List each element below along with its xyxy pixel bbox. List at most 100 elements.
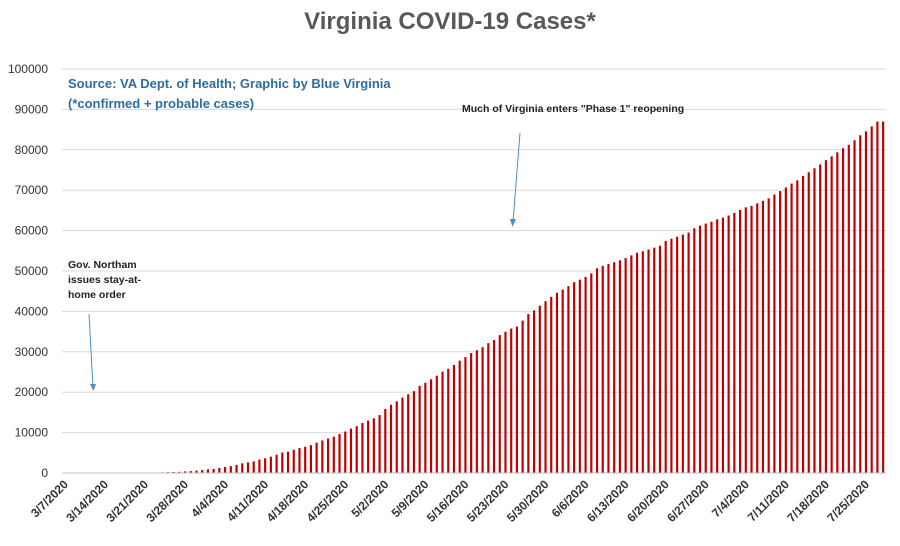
x-tick-label: 4/25/2020 [304,477,352,525]
y-axis-labels: 0 10000 20000 30000 40000 50000 60000 70000 8000… [8,62,48,480]
bar [653,247,656,473]
bar [286,451,290,473]
bar [452,364,456,473]
bar [664,240,667,473]
bar [601,265,604,473]
bar [201,470,204,473]
bar [790,183,793,473]
bar [796,180,799,473]
y-tick-label: 50000 [15,264,49,278]
bar [269,456,272,473]
x-tick-label: 7/11/2020 [745,477,792,524]
bar [189,471,192,473]
bar [584,276,587,473]
bar [355,426,358,473]
source-line-1: Source: VA Dept. of Health; Graphic by B… [68,76,391,91]
bar [533,310,536,473]
y-tick-label: 60000 [15,224,49,238]
x-tick-label: 3/21/2020 [103,477,151,525]
bar [172,471,175,473]
y-tick-label: 100000 [8,62,48,76]
bar [229,466,232,473]
bar [389,404,393,473]
bar [367,420,370,473]
bar [292,449,295,473]
bar [819,164,822,473]
bar [510,328,513,473]
bar [309,445,312,473]
y-tick-label: 10000 [15,426,49,440]
y-tick-label: 30000 [15,345,49,359]
bar [178,471,181,473]
bar [739,209,742,473]
bar [607,263,610,473]
bar [824,160,827,473]
bar [647,249,650,473]
bar [521,320,524,473]
y-tick-label: 40000 [15,304,49,318]
bar [470,353,473,473]
bar [716,219,719,473]
bar [813,168,816,473]
bar [224,467,227,473]
bar [687,232,690,473]
bar [195,470,198,473]
bar [458,360,461,473]
bar [321,440,324,473]
bar [801,175,805,473]
source-note: Source: VA Dept. of Health; Graphic by B… [68,76,391,111]
bar [767,198,770,473]
x-tick-label: 3/14/2020 [63,477,111,525]
bar [595,268,599,473]
bar [704,223,707,473]
chart-title: Virginia COVID-19 Cases* [304,8,596,35]
bar [870,126,873,474]
bar [447,368,450,473]
bar [555,292,559,473]
bar [492,340,496,473]
bar [464,357,467,473]
annotation-stay-at-home-line: Gov. Northam [68,259,137,271]
x-tick-label: 4/18/2020 [264,477,312,525]
x-tick-label: 6/27/2020 [664,477,712,525]
bars [92,121,885,474]
x-tick-label: 5/2/2020 [348,477,391,520]
annotation-arrow-stay-at-home [88,313,94,389]
bar [670,238,673,473]
bar [527,314,530,473]
bar [836,152,839,473]
bar [327,438,330,473]
bar [761,200,765,473]
bar [275,454,278,473]
bar [624,258,627,473]
bar [698,225,702,473]
bar [750,205,753,473]
bar [681,234,684,473]
bar [578,279,581,473]
bar [710,221,713,473]
bar [206,469,209,473]
y-tick-label: 70000 [15,183,49,197]
bar [538,305,541,473]
bar [424,382,427,473]
bar [676,236,679,473]
bar [756,203,759,473]
bar [395,401,398,473]
bar [693,228,696,473]
x-axis-labels: 3/7/20203/14/20203/21/20203/28/20204/4/2… [28,477,872,525]
annotation-arrow-phase1 [512,132,521,223]
bar [515,326,518,473]
bar [418,385,421,473]
bar [412,391,415,473]
bar [252,461,255,473]
bar [435,375,438,473]
bar [784,187,787,474]
bar [246,462,250,473]
bar [641,251,644,473]
bar [338,434,341,473]
x-tick-label: 6/20/2020 [624,477,672,525]
bar [298,448,301,473]
bar [830,156,833,473]
annotation-arrowhead [510,219,516,227]
